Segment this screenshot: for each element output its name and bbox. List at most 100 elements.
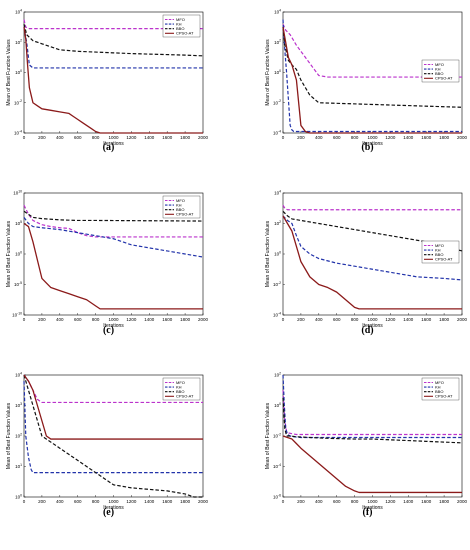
x-tick-label: 0 — [23, 317, 26, 322]
x-tick-label: 2000 — [198, 135, 209, 140]
y-tick-label: 10-2 — [14, 99, 22, 105]
legend-label: KH — [176, 385, 182, 390]
x-tick-label: 1000 — [367, 499, 378, 504]
y-tick-label: 10-4 — [273, 129, 281, 135]
x-axis-label: Iterations — [362, 323, 383, 329]
x-tick-label: 2000 — [457, 499, 468, 504]
x-tick-label: 800 — [351, 135, 359, 140]
series-line-mfo — [23, 19, 203, 30]
x-tick-label: 1600 — [421, 135, 432, 140]
x-tick-label: 2000 — [198, 317, 209, 322]
x-tick-label: 400 — [315, 317, 323, 322]
y-tick-label: 1010 — [13, 189, 22, 195]
y-tick-label: 104 — [274, 8, 281, 14]
x-tick-label: 800 — [92, 135, 100, 140]
x-tick-label: 1600 — [162, 317, 173, 322]
x-tick-label: 1200 — [385, 317, 396, 322]
legend-box — [421, 377, 460, 401]
x-tick-label: 600 — [74, 135, 82, 140]
x-tick-label: 1600 — [421, 499, 432, 504]
y-axis-label: Mean of Best Function Values — [265, 220, 271, 287]
series-line-mfo — [282, 204, 462, 211]
legend-label: BBO — [176, 26, 184, 31]
series-line-cpso-at — [282, 435, 462, 494]
legend-label: MFO — [176, 198, 185, 203]
legend-label: BBO — [176, 207, 184, 212]
series-line-cpso-at — [282, 215, 462, 310]
y-tick-label: 100 — [15, 250, 22, 256]
panel-caption: (b) — [361, 142, 373, 153]
x-tick-label: 400 — [56, 135, 64, 140]
y-tick-label: 100 — [274, 250, 281, 256]
x-tick-label: 1000 — [108, 499, 119, 504]
legend-label: BBO — [435, 389, 443, 394]
y-tick-label: 10-4 — [14, 129, 22, 135]
x-tick-label: 1600 — [162, 135, 173, 140]
x-tick-label: 0 — [23, 135, 26, 140]
y-tick-label: 102 — [274, 371, 281, 377]
x-tick-label: 600 — [74, 317, 82, 322]
x-tick-label: 200 — [38, 499, 46, 504]
x-tick-label: 1800 — [180, 135, 191, 140]
x-tick-label: 1800 — [180, 317, 191, 322]
legend-label: BBO — [435, 71, 443, 76]
panel-caption: (d) — [361, 325, 373, 336]
x-axis-label: Iterations — [103, 505, 124, 511]
legend-label: CPSO-AT — [435, 257, 453, 262]
x-tick-label: 1200 — [385, 135, 396, 140]
legend-label: BBO — [176, 389, 184, 394]
x-axis-label: Iterations — [103, 323, 124, 329]
series-line-kh — [282, 19, 462, 133]
chart-panel-2: 0 200 400 600 800 1000 1200 1400 1600 1800 2000 10-… — [265, 8, 468, 153]
panel-caption: (e) — [103, 507, 114, 518]
series-line-bbo — [23, 374, 203, 498]
x-tick-label: 1200 — [126, 499, 137, 504]
legend-label: KH — [435, 385, 441, 390]
legend-label: CPSO-AT — [435, 76, 453, 81]
x-tick-label: 1600 — [162, 499, 173, 504]
series-line-kh — [23, 217, 204, 258]
legend-label: CPSO-AT — [176, 394, 194, 399]
y-tick-label: 10-4 — [273, 463, 281, 469]
x-tick-label: 1600 — [421, 317, 432, 322]
x-tick-label: 1200 — [126, 317, 137, 322]
x-tick-label: 1800 — [180, 499, 191, 504]
y-tick-label: 10-2 — [273, 99, 281, 105]
y-tick-label: 10-2 — [273, 281, 281, 287]
x-tick-label: 1400 — [403, 499, 414, 504]
x-tick-label: 800 — [92, 317, 100, 322]
x-axis-label: Iterations — [362, 505, 383, 511]
x-tick-label: 800 — [351, 499, 359, 504]
y-tick-label: 105 — [15, 220, 22, 226]
x-tick-label: 400 — [315, 135, 323, 140]
series-line-bbo — [23, 210, 204, 222]
y-tick-label: 10-2 — [273, 432, 281, 438]
panel-caption: (c) — [103, 325, 114, 336]
legend-box — [162, 14, 201, 38]
x-tick-label: 200 — [297, 135, 305, 140]
y-tick-label: 102 — [15, 39, 22, 45]
x-tick-label: 400 — [56, 499, 64, 504]
series-line-bbo — [282, 27, 463, 108]
x-tick-label: 200 — [38, 135, 46, 140]
y-axis-label: Mean of Best Function Values — [6, 220, 12, 287]
x-tick-label: 600 — [74, 499, 82, 504]
legend-label: MFO — [176, 380, 185, 385]
x-tick-label: 1800 — [439, 317, 450, 322]
legend-label: KH — [176, 203, 182, 208]
y-tick-label: 100 — [274, 69, 281, 75]
y-tick-label: 100 — [274, 402, 281, 408]
y-tick-label: 102 — [274, 39, 281, 45]
y-tick-label: 101 — [15, 463, 22, 469]
legend-label: BBO — [435, 252, 443, 257]
y-tick-label: 10-10 — [12, 311, 22, 317]
legend-label: KH — [435, 248, 441, 253]
legend-box — [162, 195, 201, 219]
legend-label: MFO — [435, 380, 444, 385]
x-tick-label: 1000 — [367, 135, 378, 140]
